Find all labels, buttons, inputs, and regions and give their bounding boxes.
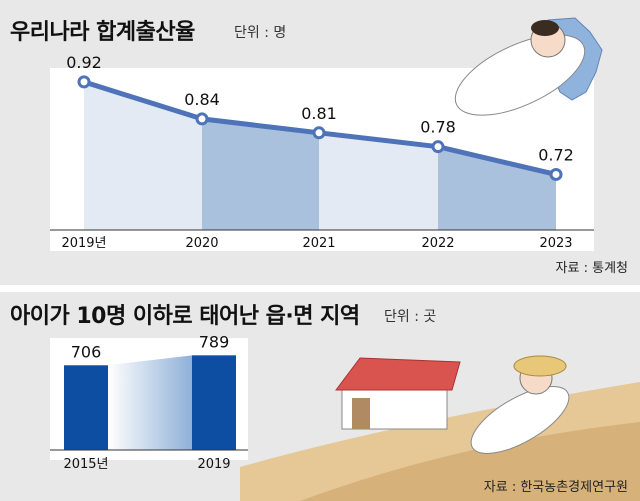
data-label: 0.81 (301, 104, 337, 123)
area-segment (319, 132, 438, 230)
data-point (431, 140, 445, 154)
data-label: 706 (71, 342, 102, 361)
fertility-rate-panel: 우리나라 합계출산율 단위 : 명 0.92 0.84 0.81 0.78 0.72 2… (0, 0, 640, 285)
hill-front (300, 422, 640, 501)
x-tick-label: 2019 (197, 457, 230, 472)
baby-illustration (454, 17, 603, 116)
baby-body (470, 386, 570, 454)
x-tick-label: 2023 (539, 236, 572, 251)
fertility-chart-svg: 0.92 0.84 0.81 0.78 0.72 2019년 2020 2021 2022 20… (50, 53, 594, 251)
barn-roof (335, 357, 461, 391)
rural-births-panel: 아이가 10명 이하로 태어난 읍·면 지역 단위 : 곳 706 789 201… (0, 292, 640, 501)
unit-label: 단위 : 곳 (384, 309, 437, 325)
x-tick-label: 2015년 (63, 457, 108, 472)
data-label: 0.92 (66, 53, 102, 72)
area-segment (84, 81, 202, 230)
x-tick-label: 2019년 (61, 236, 106, 251)
data-point (77, 75, 91, 89)
data-point (549, 167, 563, 181)
source-label: 자료 : 한국농촌경제연구원 (483, 480, 628, 495)
data-label: 0.78 (420, 118, 456, 137)
bar-connector (108, 355, 192, 450)
area-segment (202, 118, 319, 230)
data-label: 0.84 (184, 90, 220, 109)
baby-hair (531, 20, 559, 36)
chart-title: 우리나라 합계출산율 (10, 20, 195, 45)
chart-title: 아이가 10명 이하로 태어난 읍·면 지역 (10, 304, 360, 329)
x-tick-label: 2021 (302, 236, 335, 251)
data-point (195, 112, 209, 126)
bar (64, 365, 108, 450)
source-label: 자료 : 통계청 (555, 261, 628, 276)
data-point (312, 126, 326, 140)
x-tick-label: 2022 (421, 236, 454, 251)
data-label: 789 (199, 332, 230, 351)
x-tick-label: 2020 (185, 236, 218, 251)
data-label: 0.72 (538, 145, 574, 164)
barn-door (352, 398, 370, 429)
straw-hat (513, 355, 567, 377)
bar (192, 355, 236, 450)
unit-label: 단위 : 명 (234, 25, 287, 41)
rural-chart-svg: 706 789 2015년 2019 (50, 332, 640, 501)
